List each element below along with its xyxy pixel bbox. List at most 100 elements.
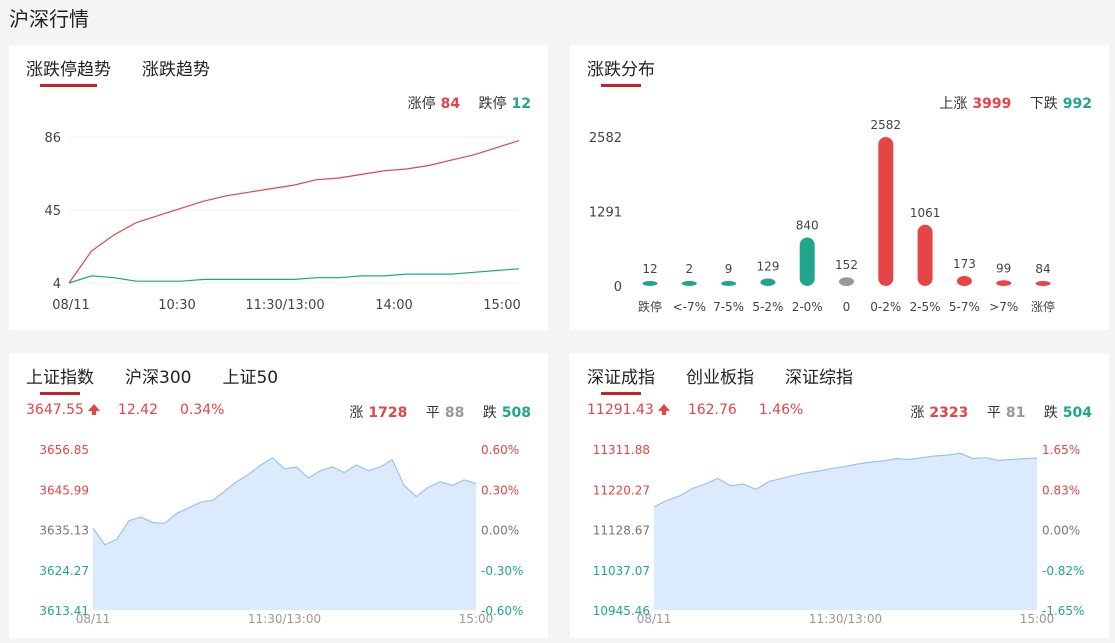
sh-change: 12.42 (117, 402, 158, 418)
x-tick-label: 15:00 (483, 298, 520, 313)
x-tick-label: 15:00 (1020, 612, 1055, 626)
bar-value-label: 84 (1035, 262, 1050, 276)
bar (721, 281, 737, 286)
bar-value-label: 840 (796, 219, 819, 233)
sz-down-value: 504 (1062, 405, 1092, 421)
series-line (68, 268, 520, 284)
bar-value-label: 173 (953, 257, 976, 271)
x-tick-label: 11:30/13:00 (245, 298, 324, 313)
y-tick-label: 4 (53, 277, 61, 292)
fall-label: 下跌 (1029, 96, 1058, 112)
sh-index-tabs: 上证指数 沪深300 上证50 (26, 363, 309, 395)
category-label: 5-7% (949, 300, 980, 314)
distribution-card: 涨跌分布 上涨 3999 下跌 992 2582 1291 0 12 跌停 2 <-7% 9 7-5… (570, 45, 1109, 330)
sz-flat-value: 81 (1005, 405, 1026, 421)
bar-value-label: 2 (685, 262, 693, 276)
fall-value: 992 (1062, 96, 1092, 112)
rise-value: 3999 (972, 96, 1012, 112)
bar-value-label: 9 (725, 262, 733, 276)
tab-csi300[interactable]: 沪深300 (125, 368, 192, 388)
sh-index-chart: 3656.85 0.60% 3645.99 0.30% 3635.13 0.00% 3624… (39, 443, 523, 626)
limit-up-label: 涨停 (407, 96, 436, 112)
y-tick-label: 1291 (589, 206, 622, 221)
distribution-legend: 上涨 3999 下跌 992 (939, 93, 1092, 113)
tab-limit-trend[interactable]: 涨跌停趋势 (26, 55, 111, 87)
sz-price: 11291.43 (587, 402, 654, 418)
category-label: 7-5% (713, 300, 744, 314)
bar-value-label: 1061 (910, 206, 941, 220)
sz-down-label: 跌 (1043, 405, 1058, 421)
sh-price: 3647.55 (26, 402, 84, 418)
tab-sse50[interactable]: 上证50 (222, 368, 279, 388)
sh-index-card: 上证指数 沪深300 上证50 3647.55 12.42 0.34% 涨 172… (9, 353, 548, 638)
y-tick-pct-label: 0.30% (481, 483, 519, 497)
y-tick-label: 2582 (589, 131, 622, 146)
limit-down-value: 12 (511, 96, 531, 112)
tab-chinext[interactable]: 创业板指 (686, 368, 754, 388)
y-tick-pct-label: -0.30% (481, 564, 523, 578)
rise-label: 上涨 (939, 96, 968, 112)
category-label: <-7% (673, 300, 706, 314)
sz-index-chart: 11311.88 1.65% 11220.27 0.83% 11128.67 0.00% 1… (593, 443, 1085, 626)
up-arrow-icon (87, 403, 100, 415)
limit-legend: 涨停 84 跌停 12 (408, 93, 531, 113)
bar-value-label: 99 (996, 261, 1011, 275)
tab-sz-composite[interactable]: 深证综指 (785, 368, 853, 388)
y-tick-label: 11311.88 (593, 443, 650, 457)
tab-sz-component[interactable]: 深证成指 (587, 363, 655, 395)
y-tick-label: 3645.99 (39, 483, 89, 497)
price-line (653, 452, 1038, 508)
limit-trend-chart: 86 45 4 08/11 10:30 11:30/13:00 14:00 15:00 (44, 131, 520, 313)
bar (839, 277, 854, 286)
y-tick-pct-label: -0.82% (1042, 564, 1084, 578)
y-tick-pct-label: 0.60% (481, 443, 519, 457)
limit-up-value: 84 (440, 96, 461, 112)
category-label: >7% (989, 300, 1018, 314)
sz-up-label: 涨 (910, 405, 925, 421)
y-tick-pct-label: -1.65% (1042, 604, 1084, 618)
bar (996, 280, 1012, 286)
limit-trend-tabs: 涨跌停趋势 涨跌趋势 (26, 55, 241, 87)
sh-up-value: 1728 (368, 405, 408, 421)
sh-flat-value: 88 (444, 405, 465, 421)
area-fill (654, 453, 1037, 610)
y-tick-label: 45 (44, 204, 61, 219)
sz-pct: 1.46% (758, 402, 804, 418)
y-tick-label: 3624.27 (39, 564, 89, 578)
bar (681, 281, 697, 286)
y-tick-pct-label: 0.00% (1042, 524, 1080, 538)
distribution-tabs: 涨跌分布 (587, 55, 686, 87)
x-tick-label: 08/11 (637, 612, 672, 626)
sz-index-tabs: 深证成指 创业板指 深证综指 (587, 363, 884, 395)
sz-up-value: 2323 (929, 405, 969, 421)
x-tick-label: 14:00 (375, 298, 412, 313)
x-tick-label: 10:30 (158, 298, 195, 313)
bar (799, 237, 815, 286)
y-tick-pct-label: -0.60% (481, 604, 523, 618)
bar-value-label: 152 (835, 258, 858, 272)
sz-index-card: 深证成指 创业板指 深证综指 11291.43 162.76 1.46% 涨 23… (570, 353, 1109, 638)
sh-pct: 0.34% (180, 402, 225, 418)
category-label: 涨停 (1031, 299, 1055, 314)
distribution-chart: 25821291012跌停2<-7%97-5%1295-2%8402-0%152… (589, 118, 1055, 314)
category-label: 2-0% (792, 300, 823, 314)
bar-value-label: 12 (642, 262, 657, 276)
sz-change: 162.76 (687, 402, 737, 418)
tab-sh-composite[interactable]: 上证指数 (26, 363, 94, 395)
sz-quote: 11291.43 162.76 1.46% (587, 402, 817, 418)
sh-quote: 3647.55 12.42 0.34% (26, 402, 238, 418)
x-tick-label: 08/11 (52, 298, 89, 313)
x-tick-label: 15:00 (459, 612, 494, 626)
up-arrow-icon (657, 403, 670, 415)
sh-down-label: 跌 (482, 405, 497, 421)
y-tick-label: 10945.46 (593, 604, 650, 618)
sh-stats: 涨 1728 平 88 跌 508 (349, 402, 531, 422)
y-tick-label: 0 (614, 280, 622, 295)
bar (917, 224, 933, 286)
tab-distribution[interactable]: 涨跌分布 (587, 55, 655, 87)
tab-rise-fall-trend[interactable]: 涨跌趋势 (142, 60, 210, 80)
bar (878, 137, 894, 286)
area-fill (93, 457, 476, 610)
y-tick-label: 86 (44, 131, 61, 146)
sh-down-value: 508 (501, 405, 531, 421)
